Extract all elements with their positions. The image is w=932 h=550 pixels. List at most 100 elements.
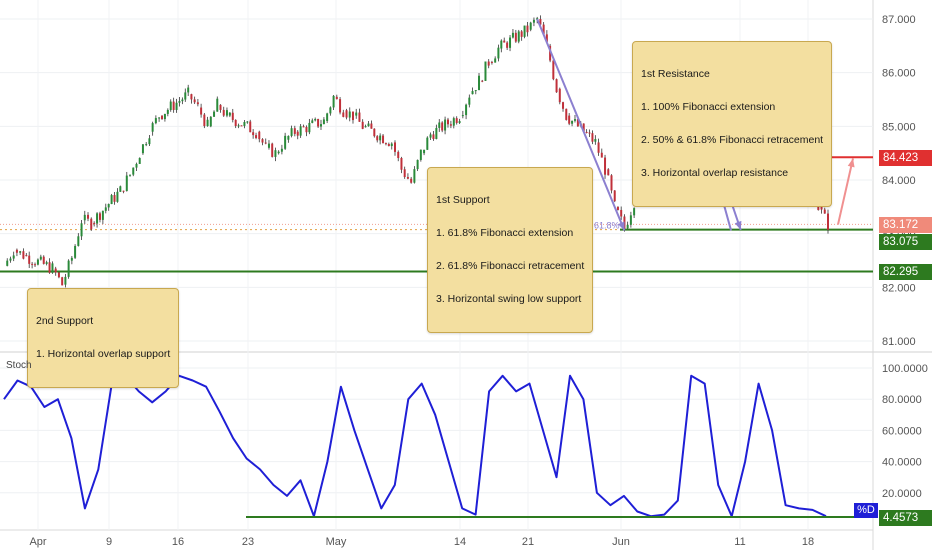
candle-body [110,195,113,205]
candle-body [600,152,603,158]
candle-body [93,222,96,224]
candle-body [471,91,474,95]
support-note: 1st Support 1. 61.8% Fibonacci extension… [427,167,594,333]
candle-body [468,97,471,105]
price-tick-label: 82.000 [882,282,916,294]
candle-body [509,37,512,48]
candle-body [42,256,45,264]
candle-body [568,115,571,124]
candle-body [379,135,382,141]
candle-body [339,99,342,113]
candle-body [271,143,274,157]
candle-body [376,136,379,141]
candle-body [558,88,561,103]
candle-body [500,40,503,49]
candle-body [613,190,616,202]
candle-body [246,121,249,123]
time-tick-label: Apr [29,536,46,548]
time-tick-label: 21 [522,536,534,548]
candle-body [633,208,636,216]
candle-body [64,276,67,285]
candle-body [539,19,542,25]
candle-body [351,111,354,121]
candle-body [166,109,169,114]
current-price-tag: 83.172 [879,217,932,233]
stoch-line [3,374,827,518]
candle-body [48,262,51,273]
candle-body [148,138,151,145]
time-tick-label: 18 [802,536,814,548]
candle-body [517,31,520,42]
candle-body [426,137,429,150]
candle-body [51,263,54,273]
time-tick-label: 9 [106,536,112,548]
candle-body [141,144,144,154]
candle-body [145,144,148,146]
candle-body [387,143,390,147]
stoch-value-tag: 4.4573 [879,510,932,526]
candle-body [249,121,252,133]
candle-body [234,119,237,126]
candle-body [31,263,34,265]
candle-body [213,111,216,117]
candle-body [169,101,172,110]
candle-body [494,58,497,63]
candle-body [474,90,477,92]
candle-body [311,120,314,123]
candle-body [610,175,613,191]
fib-arrow-down-1-head [618,221,625,231]
candle-body [406,177,409,179]
candle-body [358,112,361,122]
candle-body [196,102,199,105]
candle-body [497,47,500,59]
second-support-note-title: 2nd Support [36,315,94,327]
level-tag-84423: 84.423 [879,150,932,166]
candle-body [305,127,308,133]
candle-body [487,61,490,66]
candle-body [267,143,270,148]
candle-body [322,119,325,125]
candle-body [455,118,458,123]
stoch-tick-label: 80.0000 [882,394,922,406]
candle-body [435,127,438,139]
level-tag-83075: 83.075 [879,234,932,250]
candle-body [514,32,517,42]
candle-body [28,255,31,264]
candle-body [449,124,452,126]
price-tick-label: 85.000 [882,121,916,133]
resistance-note-title: 1st Resistance [641,68,710,80]
candle-body [332,95,335,108]
candle-body [585,131,588,133]
candle-body [413,169,416,183]
candle-body [61,277,64,286]
support-note-line-2: 2. 61.8% Fibonacci retracement [436,260,585,272]
candle-body [280,148,283,152]
candle-body [287,135,290,140]
candle-body [552,60,555,80]
candle-body [817,206,820,211]
candle-body [284,135,287,149]
candle-body [101,210,104,220]
candle-body [45,262,48,264]
candle-body [87,214,90,219]
candle-body [458,121,461,123]
candle-body [484,61,487,81]
candle-body [258,131,261,140]
candle-body [452,118,455,126]
candle-body [308,122,311,133]
candle-body [594,139,597,142]
candle-body [290,128,293,136]
support-note-line-1: 1. 61.8% Fibonacci extension [436,227,574,239]
candle-body [576,119,579,127]
candle-body [384,143,387,145]
candle-body [15,249,18,253]
candle-body [370,123,373,129]
candle-body [129,174,132,176]
candle-body [490,61,493,63]
candle-body [36,259,39,265]
candle-body [74,245,77,258]
candle-body [626,224,629,229]
candle-body [523,25,526,37]
candle-body [573,119,576,121]
